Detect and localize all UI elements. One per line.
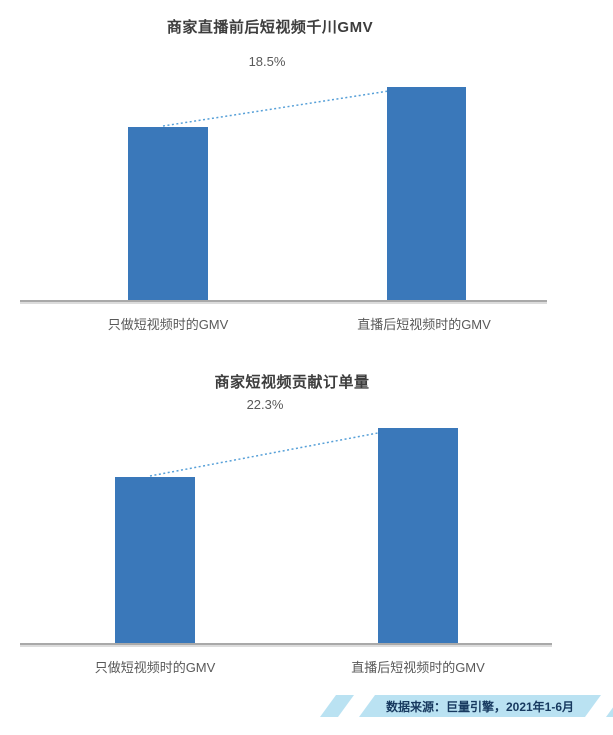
chart2-bar-after xyxy=(378,428,458,645)
chart2-title: 商家短视频贡献订单量 xyxy=(214,374,370,391)
chart2-bar-before xyxy=(115,477,195,645)
data-source-text: 数据来源：巨量引擎，2021年1-6月 xyxy=(385,699,575,714)
ribbon-left-slash xyxy=(320,695,354,717)
dotted-connector-line xyxy=(149,428,400,477)
chart1-title: 商家直播前后短视频千川GMV xyxy=(166,19,374,36)
chart2-x-axis xyxy=(20,643,552,645)
chart1-category-label-before: 只做短视频时的GMV xyxy=(107,317,229,332)
chart2-category-label-after: 直播后短视频时的GMV xyxy=(351,660,485,675)
chart1-growth-label: 18.5% xyxy=(248,54,286,69)
ribbon-right-slash xyxy=(606,695,613,717)
source-ribbon: 数据来源：巨量引擎，2021年1-6月 xyxy=(320,695,613,717)
chart1-bar-after xyxy=(387,87,466,302)
chart2-growth-label: 22.3% xyxy=(246,397,284,412)
chart2-category-label-before: 只做短视频时的GMV xyxy=(94,660,216,675)
ribbon-body: 数据来源：巨量引擎，2021年1-6月 xyxy=(359,695,601,717)
chart1-x-axis xyxy=(20,300,547,302)
chart1-bar-before xyxy=(128,127,208,302)
chart1-category-label-after: 直播后短视频时的GMV xyxy=(357,317,491,332)
